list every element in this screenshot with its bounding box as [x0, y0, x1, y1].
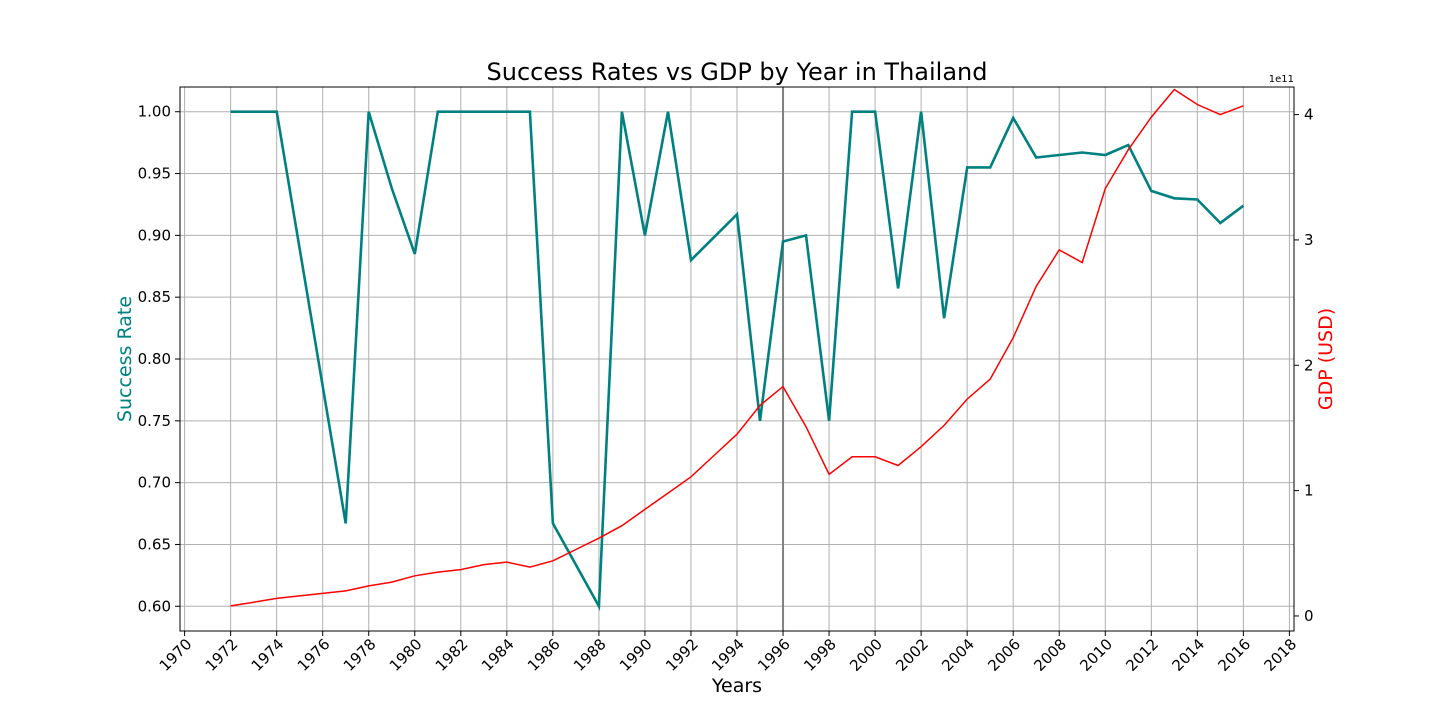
y-axis-left: 0.60 0.65 0.70 0.75 0.80 0.85 0.90 0.95 1.00	[138, 103, 180, 615]
y-axis-right-label: GDP (USD)	[1315, 308, 1337, 410]
y-left-tick-label: 0.90	[138, 226, 171, 244]
y-left-tick-label: 0.80	[138, 350, 171, 368]
y-left-tick-label: 0.65	[138, 535, 171, 553]
y-axis-right: 0 1 2 3 4	[1294, 106, 1314, 625]
y-right-tick-label: 0	[1304, 607, 1314, 625]
y-right-tick-label: 3	[1304, 231, 1314, 249]
y-left-tick-label: 0.95	[138, 165, 171, 183]
y-left-tick-label: 1.00	[138, 103, 171, 121]
y-right-tick-label: 4	[1304, 106, 1314, 124]
y-right-tick-label: 1	[1304, 482, 1314, 500]
y-left-tick-label: 0.85	[138, 288, 171, 306]
gdp-line	[230, 88, 1244, 607]
success-rate-line	[230, 110, 1245, 611]
y-left-tick-label: 0.75	[138, 412, 171, 430]
chart-title: Success Rates vs GDP by Year in Thailand	[487, 58, 988, 86]
series-layer	[230, 88, 1245, 611]
y-left-tick-label: 0.60	[138, 597, 171, 615]
y-right-tick-label: 2	[1304, 356, 1314, 374]
y-axis-left-label: Success Rate	[114, 296, 136, 422]
x-axis-label: Years	[711, 675, 762, 697]
right-axis-offset-label: 1e11	[1269, 74, 1294, 85]
y-left-tick-label: 0.70	[138, 474, 171, 492]
